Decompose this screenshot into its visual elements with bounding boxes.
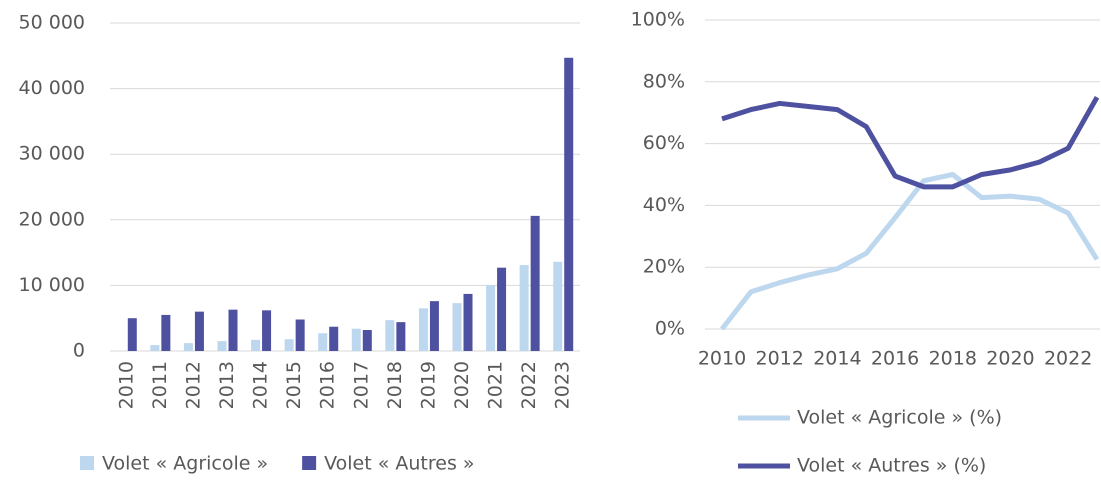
bar	[564, 57, 574, 351]
bar	[418, 308, 428, 351]
x-tick-label: 2011	[149, 361, 171, 409]
y-tick-label: 30 000	[19, 143, 85, 165]
y-tick-label: 40 000	[19, 77, 85, 99]
y-tick-label: 20%	[643, 256, 685, 278]
x-tick-label: 2012	[182, 361, 204, 409]
bar	[217, 341, 227, 351]
y-tick-label: 60%	[643, 132, 685, 154]
bar	[519, 265, 529, 351]
x-tick-label: 2020	[986, 348, 1034, 370]
x-tick-label: 2012	[756, 348, 804, 370]
bar	[553, 261, 563, 351]
bar	[318, 333, 328, 351]
bar	[183, 343, 193, 351]
y-tick-label: 100%	[631, 9, 685, 31]
bar	[194, 311, 204, 351]
x-tick-label: 2014	[250, 361, 272, 409]
x-tick-label: 2015	[283, 361, 305, 409]
bar	[362, 330, 372, 351]
x-tick-label: 2019	[417, 361, 439, 409]
line	[720, 172, 1100, 331]
line	[721, 96, 1100, 190]
bar	[497, 267, 507, 351]
y-tick-label: 0%	[655, 318, 685, 340]
y-tick-label: 20 000	[19, 208, 85, 230]
bar	[295, 319, 305, 351]
x-tick-label: 2013	[216, 361, 238, 409]
legend-swatch	[302, 456, 317, 470]
y-tick-label: 80%	[643, 70, 685, 92]
y-tick-label: 0	[73, 340, 85, 362]
y-tick-label: 40%	[643, 194, 685, 216]
bar	[150, 345, 160, 351]
y-tick-label: 50 000	[19, 12, 85, 34]
x-tick-label: 2016	[871, 348, 919, 370]
x-tick-label: 2022	[1044, 348, 1092, 370]
bar	[396, 322, 406, 351]
legend-label: Volet « Autres » (%)	[797, 455, 986, 477]
bar	[228, 309, 238, 351]
x-tick-label: 2010	[115, 361, 137, 409]
bar	[127, 318, 137, 351]
x-tick-label: 2018	[384, 361, 406, 409]
x-tick-label: 2017	[350, 361, 372, 409]
bar	[284, 339, 294, 351]
bar	[329, 326, 339, 351]
bar	[161, 314, 171, 351]
x-tick-label: 2018	[929, 348, 977, 370]
bar	[452, 303, 462, 351]
legend-swatch	[80, 456, 94, 470]
bar	[530, 215, 540, 351]
bar	[385, 320, 395, 351]
x-tick-label: 2021	[485, 361, 507, 409]
bar	[251, 339, 261, 351]
legend-label: Volet « Agricole » (%)	[797, 407, 1002, 429]
bar	[262, 310, 272, 351]
bar	[486, 285, 496, 351]
x-tick-label: 2020	[451, 361, 473, 409]
x-tick-label: 2010	[698, 348, 746, 370]
bar	[429, 301, 439, 351]
bar	[463, 293, 473, 351]
bar	[351, 328, 361, 351]
x-tick-label: 2023	[552, 361, 574, 409]
x-tick-label: 2022	[518, 361, 540, 409]
x-tick-label: 2016	[317, 361, 339, 409]
x-tick-label: 2014	[813, 348, 861, 370]
y-tick-label: 10 000	[19, 274, 85, 296]
legend-label: Volet « Agricole »	[102, 453, 268, 475]
legend-label: Volet « Autres »	[324, 453, 474, 475]
